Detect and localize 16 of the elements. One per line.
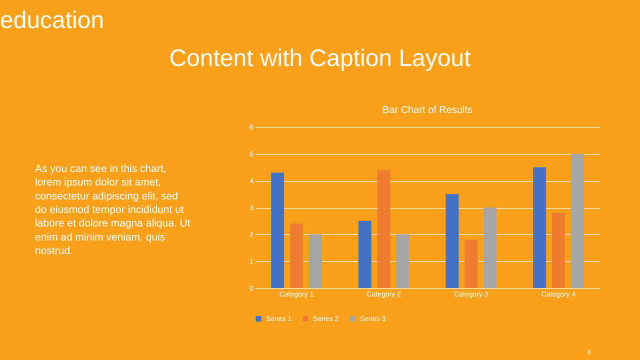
bar (377, 170, 390, 288)
bar (396, 234, 410, 288)
bar (446, 194, 459, 288)
bar (570, 154, 584, 288)
text: Content with Caption Layout (169, 45, 472, 72)
bar (358, 220, 372, 288)
chart-title: Bar Chart of Results (382, 105, 473, 116)
text: education (0, 7, 104, 34)
bar (552, 212, 566, 288)
bar (464, 240, 478, 288)
bar (271, 172, 284, 288)
bar (290, 224, 303, 288)
bar (533, 167, 546, 288)
text: As you can see in this chart, lorem ipsum dolor sit amet, consectetur adipiscing elit, sed do eiusmod tempor incididunt ut labore et dolore magna aliqua. Ut enim ad minim veniam, quis nostrud. (35, 163, 190, 257)
bar (308, 234, 322, 288)
bar (484, 208, 497, 288)
